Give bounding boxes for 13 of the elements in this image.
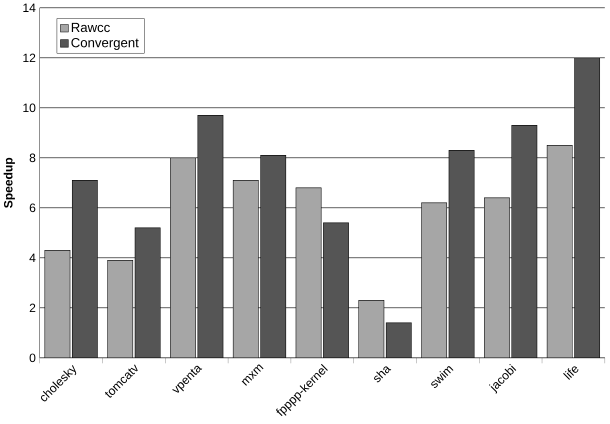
y-tick-label: 0	[30, 354, 36, 362]
y-tick-label: 8	[30, 154, 36, 162]
legend-label: Convergent	[71, 38, 139, 50]
y-tick-label: 14	[23, 4, 36, 12]
y-tick-label: 2	[30, 304, 36, 312]
x-tick-label: sha	[374, 366, 392, 382]
x-tick-label: life	[563, 366, 578, 380]
legend-label: Rawcc	[72, 22, 110, 32]
y-tick-label: 4	[29, 254, 36, 262]
y-tick-label: 10	[23, 104, 36, 112]
y-axis-title: Speedup	[4, 158, 15, 208]
y-tick-label: 6	[30, 204, 36, 212]
y-tick-label: 12	[23, 54, 36, 62]
